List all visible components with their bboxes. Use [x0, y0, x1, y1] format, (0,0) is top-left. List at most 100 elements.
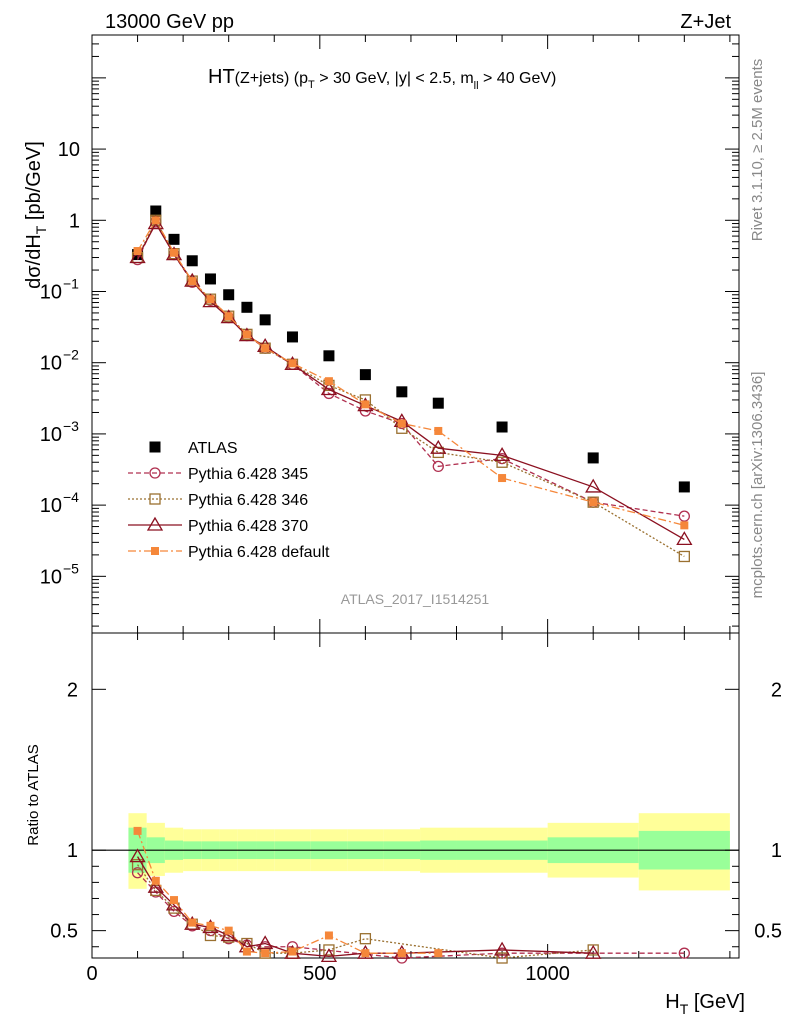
legend-marker [149, 493, 161, 505]
xlabel-unit: [GeV] [688, 991, 745, 1013]
main-point-pythia-6-428-370 [430, 439, 447, 454]
main-point-atlas [150, 205, 162, 217]
main-point-pythia-6-428-default [361, 400, 370, 409]
main-point-pythia-6-428-default [589, 498, 598, 507]
plot-title-rest: > 30 GeV, |y| < 2.5, m [315, 70, 474, 87]
ratio-xtick-label: 1000 [525, 963, 570, 985]
main-point-pythia-6-428-default [242, 330, 251, 339]
legend-label: Pythia 6.428 370 [188, 518, 308, 535]
main-point-atlas [323, 350, 335, 362]
ratio-point-pythia-6-428-370 [585, 944, 602, 959]
main-ytick-exponent: −5 [63, 560, 79, 576]
main-point-pythia-6-428-default [261, 344, 270, 353]
main-point-pythia-6-428-370 [585, 478, 602, 493]
plot-title-sub: (Z+jets) (p [235, 70, 308, 87]
main-ytick-label: 10 [58, 139, 80, 161]
xlabel-sub: T [680, 1001, 689, 1017]
ylabel-main: dσ/dH [23, 234, 45, 289]
ratio-panel: 2 2 1 1 0.5 0.5 0 500 1000 Ratio to ATLAS HT [Ge… [25, 632, 782, 1017]
main-ytick-label: 10 [40, 281, 62, 303]
main-line-pythia-6-428-default [137, 218, 685, 526]
main-point-atlas [241, 301, 253, 313]
main-point-atlas [587, 452, 599, 464]
mcplots-label: mcplots.cern.ch [arXiv:1306.3436] [749, 372, 766, 599]
ratio-ytick-label-right: 2 [771, 679, 782, 701]
ratio-point-pythia-6-428-345 [678, 947, 690, 959]
main-point-pythia-6-428-default [133, 247, 142, 256]
main-ytick-label: 10 [40, 353, 62, 375]
main-point-pythia-6-428-346 [678, 550, 690, 563]
main-point-pythia-6-428-default [288, 359, 297, 368]
header-right: Z+Jet [680, 11, 731, 33]
ratio-ticks: 2 2 1 1 0.5 0.5 0 500 1000 [50, 633, 782, 985]
main-line-pythia-6-428-345 [136, 220, 685, 517]
main-point-pythia-6-428-345 [323, 387, 335, 400]
main-point-pythia-6-428-default [434, 426, 443, 435]
legend-label: Pythia 6.428 346 [188, 492, 308, 509]
ratio-ytick-label-left: 1 [67, 840, 78, 862]
legend-marker [146, 516, 164, 531]
ratio-point-pythia-6-428-default [434, 949, 443, 958]
ratio-point-pythia-6-428-370 [129, 848, 146, 863]
plot-title-end: > 40 GeV) [479, 70, 557, 87]
main-point-pythia-6-428-default [324, 377, 333, 386]
rivet-label: Rivet 3.1.10, ≥ 2.5M events [749, 59, 766, 242]
main-point-atlas [432, 397, 444, 409]
ratio-point-pythia-6-428-346 [150, 884, 162, 897]
ratio-point-pythia-6-428-default [288, 947, 297, 956]
main-point-pythia-6-428-default [680, 521, 689, 530]
ratio-line-pythia-6-428-370 [137, 856, 594, 958]
x-axis-label: HT [GeV] [665, 991, 745, 1017]
plot-title-pt-sub: T [308, 79, 315, 91]
main-point-atlas [204, 273, 216, 285]
header-left: 13000 GeV pp [105, 11, 234, 33]
main-point-pythia-6-428-default [206, 295, 215, 304]
main-point-pythia-6-428-345 [678, 510, 690, 522]
ylabel-unit: [pb/GeV] [23, 141, 45, 226]
main-series [129, 205, 693, 563]
ratio-point-pythia-6-428-370 [147, 878, 164, 893]
analysis-watermark: ATLAS_2017_I1514251 [341, 591, 490, 607]
legend: ATLAS Pythia 6.428 345 Pythia 6.428 346 Pyt… [128, 440, 330, 561]
main-point-atlas [678, 481, 690, 493]
ratio-frame [91, 632, 740, 959]
ratio-point-pythia-6-428-346 [359, 933, 372, 945]
ratio-point-pythia-6-428-default [324, 931, 333, 940]
main-point-pythia-6-428-default [224, 312, 233, 321]
ratio-point-pythia-6-428-default [133, 826, 142, 835]
ratio-point-pythia-6-428-default [361, 949, 370, 958]
ratio-point-pythia-6-428-346 [323, 944, 335, 956]
ratio-series [129, 826, 690, 964]
ratio-point-pythia-6-428-default [242, 947, 251, 956]
main-ytick-label: 10 [40, 495, 62, 517]
legend-marker [149, 467, 161, 479]
ratio-point-pythia-6-428-default [206, 921, 215, 930]
plot-title-main: HT [208, 66, 235, 88]
main-ytick-exponent: −3 [63, 418, 79, 434]
main-point-pythia-6-428-default [151, 216, 160, 225]
main-point-pythia-6-428-370 [493, 447, 511, 461]
main-point-pythia-6-428-370 [320, 381, 338, 396]
ratio-point-pythia-6-428-370 [257, 935, 274, 950]
legend-label: Pythia 6.428 default [188, 544, 330, 561]
main-point-pythia-6-428-default [170, 248, 179, 257]
ratio-xtick-label: 0 [86, 963, 97, 985]
ratio-line-pythia-6-428-346 [137, 864, 594, 959]
ratio-ytick-label-right: 0.5 [754, 921, 782, 943]
plot-title: HT(Z+jets) (pT > 30 GeV, |y| < 2.5, mll … [208, 66, 556, 92]
ratio-point-pythia-6-428-346 [496, 952, 508, 964]
plot-title-ll-sub: ll [474, 80, 479, 92]
main-point-atlas [396, 386, 408, 398]
ylabel-sub: T [33, 225, 49, 234]
ratio-point-pythia-6-428-370 [493, 941, 511, 956]
main-y-axis-label: dσ/dHT [pb/GeV] [23, 141, 49, 289]
ratio-ytick-label-right: 1 [771, 840, 782, 862]
main-point-pythia-6-428-345 [432, 460, 444, 473]
ratio-point-pythia-6-428-346 [204, 929, 217, 942]
ratio-point-pythia-6-428-default [188, 918, 197, 927]
main-ytick-label: 1 [69, 210, 80, 232]
main-point-atlas [186, 255, 198, 267]
main-ytick-label: 10 [40, 424, 62, 446]
main-point-pythia-6-428-default [188, 277, 197, 286]
